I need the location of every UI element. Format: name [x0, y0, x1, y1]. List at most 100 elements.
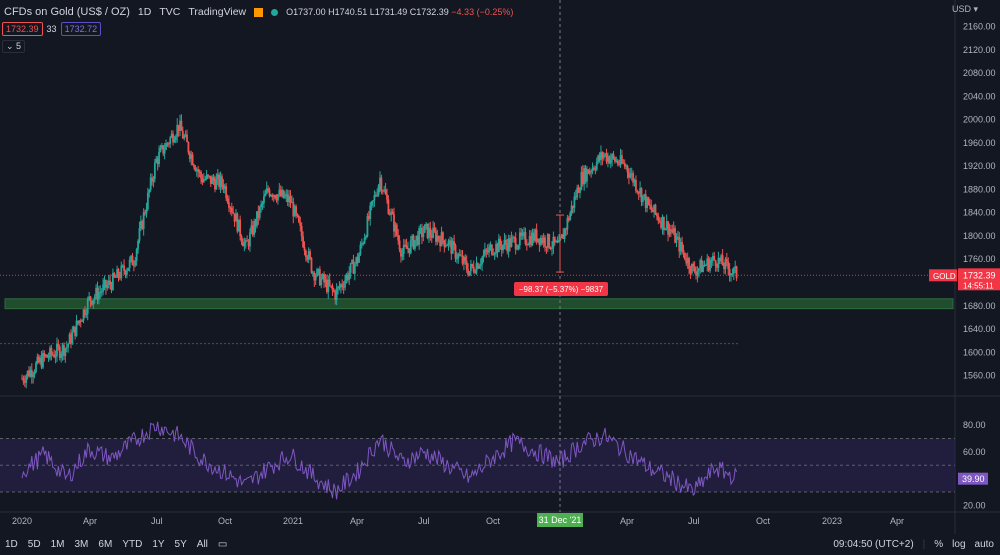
candle-body: [121, 265, 124, 267]
candle: [184, 130, 187, 138]
candle-body: [653, 204, 655, 213]
sell-badge[interactable]: 1732.39: [2, 22, 43, 36]
candle: [618, 159, 621, 167]
candle: [60, 351, 63, 363]
candle: [626, 164, 629, 179]
candle-body: [488, 247, 490, 253]
candle: [221, 173, 223, 191]
candle: [583, 165, 586, 191]
candle: [89, 295, 92, 308]
calendar-icon[interactable]: ▭: [217, 539, 228, 550]
currency-label[interactable]: USD ▾: [951, 4, 978, 14]
percent-toggle[interactable]: %: [934, 539, 944, 550]
candle: [395, 222, 398, 237]
candle: [421, 223, 423, 245]
candle-body: [412, 235, 415, 249]
candle: [660, 217, 662, 230]
candle-body: [366, 216, 369, 237]
candle-body: [393, 214, 395, 232]
candle: [25, 374, 28, 389]
candle: [695, 266, 697, 280]
candle: [156, 155, 159, 171]
rsi-tick-label: 20.00: [963, 500, 986, 510]
candle: [384, 182, 387, 196]
candle: [637, 191, 640, 200]
candle-body: [346, 274, 349, 280]
candle-body: [331, 285, 334, 290]
candle: [497, 234, 500, 253]
candle-body: [524, 232, 527, 244]
range-button-3m[interactable]: 3M: [74, 539, 89, 550]
candle: [365, 234, 367, 240]
candle: [251, 220, 254, 237]
range-button-1y[interactable]: 1Y: [152, 539, 165, 550]
range-button-1m[interactable]: 1M: [50, 539, 65, 550]
candle-body: [426, 223, 429, 239]
candle: [558, 234, 560, 243]
candle: [303, 241, 306, 256]
candle-body: [309, 251, 311, 258]
candle: [600, 145, 602, 166]
candle-body: [499, 238, 502, 246]
candle-body: [732, 267, 735, 274]
range-button-all[interactable]: All: [196, 539, 208, 550]
price-tick-label: 1800.00: [963, 231, 996, 241]
candle-body: [414, 240, 416, 249]
candle-body: [447, 240, 450, 246]
candle-body: [26, 370, 29, 377]
candle: [534, 228, 537, 243]
candle-body: [325, 279, 328, 292]
range-button-5d[interactable]: 5D: [27, 539, 41, 550]
candle: [335, 283, 338, 306]
candle-body: [173, 140, 176, 143]
range-button-5y[interactable]: 5Y: [174, 539, 187, 550]
candle: [109, 274, 112, 290]
candle-body: [661, 216, 664, 229]
candle-body: [172, 133, 174, 143]
candle-body: [323, 274, 325, 283]
candle: [277, 193, 279, 205]
indicator-toggle[interactable]: ⌄ 5: [2, 40, 26, 53]
range-button-1d[interactable]: 1D: [5, 539, 18, 550]
candle-body: [149, 177, 152, 190]
candle-body: [130, 255, 132, 260]
symbol-title[interactable]: CFDs on Gold (US$ / OZ): [4, 6, 130, 18]
candle-body: [502, 244, 504, 251]
candle-body: [601, 152, 604, 159]
candle-body: [387, 199, 390, 214]
candle: [654, 203, 657, 216]
candle: [338, 281, 341, 291]
candle-body: [258, 207, 261, 218]
currency-text: USD: [951, 4, 971, 14]
candle: [560, 233, 563, 239]
candle-body: [560, 234, 563, 238]
clock[interactable]: 09:04:50 (UTC+2): [833, 539, 914, 550]
candle: [463, 255, 465, 271]
candle-body: [395, 224, 398, 236]
auto-toggle[interactable]: auto: [974, 539, 994, 550]
candle: [144, 209, 146, 216]
candle: [366, 213, 369, 238]
candle: [40, 351, 43, 370]
candle-body: [127, 267, 130, 271]
candle-body: [628, 172, 630, 178]
buy-badge[interactable]: 1732.72: [60, 22, 102, 36]
candle-body: [720, 255, 723, 262]
candle-body: [597, 155, 600, 162]
candle: [190, 150, 193, 166]
range-button-6m[interactable]: 6M: [98, 539, 113, 550]
candle-body: [607, 156, 609, 162]
candle-body: [285, 194, 288, 196]
candle-body: [600, 152, 602, 160]
candle: [28, 366, 30, 378]
candle: [391, 208, 394, 215]
interval-label[interactable]: 1D: [137, 6, 152, 18]
candle: [506, 238, 509, 255]
range-button-ytd[interactable]: YTD: [122, 539, 143, 550]
price-tick-label: 2000.00: [963, 115, 996, 125]
log-toggle[interactable]: log: [952, 539, 966, 550]
candle: [650, 199, 653, 213]
candle-body: [676, 236, 679, 238]
candle-body: [21, 378, 23, 380]
